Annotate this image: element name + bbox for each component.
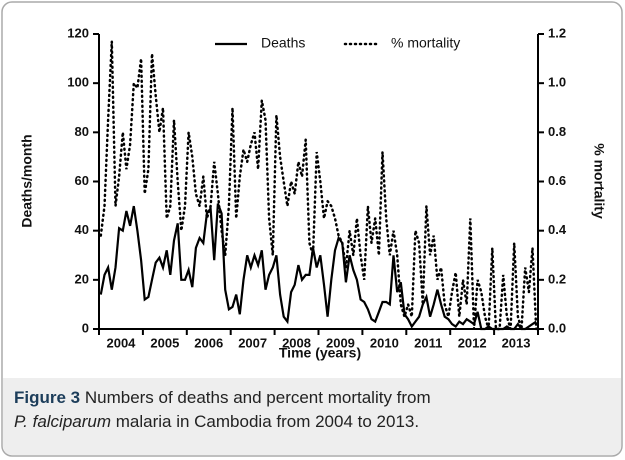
y2-tick-label: 0.8: [548, 124, 566, 139]
x-tick-label: 2013: [502, 335, 531, 350]
legend-label: % mortality: [391, 35, 460, 51]
caption-text: Numbers of deaths and percent mortality …: [80, 388, 431, 407]
x-tick-label: 2007: [238, 335, 267, 350]
y2-tick-label: 0.4: [548, 222, 567, 237]
series-line: [99, 203, 537, 331]
caption-box: [3, 378, 621, 455]
y2-tick-label: 0.6: [548, 173, 566, 188]
caption-species: P. falciparum: [14, 412, 112, 431]
caption: Figure 3 Numbers of deaths and percent m…: [14, 386, 614, 434]
y-tick-label: 80: [75, 124, 89, 139]
x-tick-label: 2009: [326, 335, 355, 350]
y2-tick-label: 0.2: [548, 271, 566, 286]
y-tick-label: 20: [75, 271, 89, 286]
x-tick-label: 2005: [150, 335, 179, 350]
x-tick-label: 2012: [458, 335, 487, 350]
y-tick-label: 0: [82, 320, 89, 335]
x-tick-label: 2008: [282, 335, 311, 350]
x-tick-label: 2006: [194, 335, 223, 350]
y-tick-label: 60: [75, 173, 89, 188]
y2-tick-label: 1.0: [548, 75, 566, 90]
y2-tick-label: 0.0: [548, 320, 566, 335]
series-line: [99, 41, 538, 331]
y-tick-label: 100: [67, 75, 89, 90]
y2-tick-label: 1.2: [548, 25, 566, 40]
y2-axis-label: % mortality: [591, 143, 607, 219]
x-tick-label: 2004: [106, 335, 136, 350]
caption-text: malaria in Cambodia from 2004 to 2013.: [111, 412, 420, 431]
x-tick-label: 2011: [414, 335, 442, 350]
x-tick-label: 2010: [370, 335, 399, 350]
legend-label: Deaths: [261, 35, 305, 51]
y-axis-label: Deaths/month: [19, 134, 35, 227]
caption-label: Figure 3: [14, 388, 81, 407]
y-tick-label: 40: [75, 222, 89, 237]
y-tick-label: 120: [67, 25, 89, 40]
x-axis-label: Time (years): [279, 345, 361, 361]
